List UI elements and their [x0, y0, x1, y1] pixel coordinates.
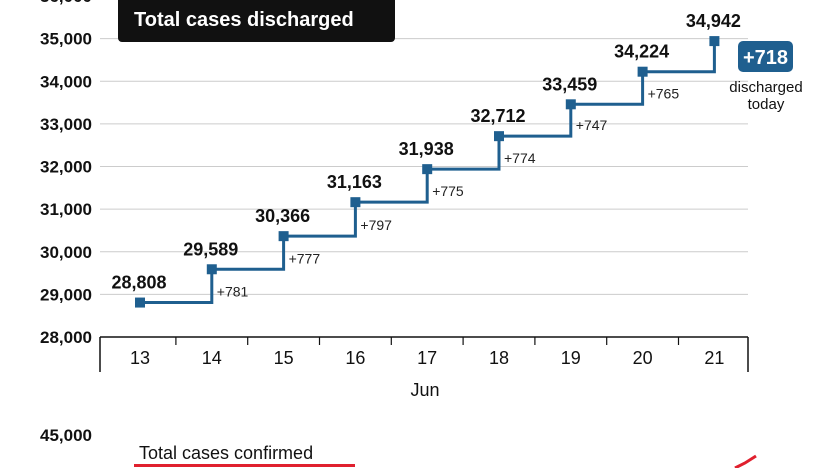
axes: 28,000 29,000 30,000 31,000 32,000 33,000 34,0… [40, 0, 749, 372]
data-label: 30,366 [255, 206, 310, 226]
today-caption-line1: discharged [729, 79, 802, 96]
data-point [206, 264, 217, 275]
y-tick-label: 28,000 [40, 328, 92, 347]
data-label: 29,589 [183, 239, 238, 259]
data-label: 34,942 [686, 11, 741, 31]
today-callout: +718 discharged today [729, 41, 803, 113]
x-tick-label: 14 [202, 348, 222, 368]
second-chart-preview: 45,000 Total cases confirmed [40, 426, 757, 470]
second-chart-title: Total cases confirmed [139, 443, 313, 463]
second-chart-title-underline [134, 464, 355, 467]
chart-title-box: Total cases discharged [118, 0, 395, 42]
chart-title: Total cases discharged [134, 9, 354, 31]
x-tick-label: 15 [274, 348, 294, 368]
y-tick-label: 29,000 [40, 285, 92, 304]
data-point [422, 164, 433, 175]
data-point [709, 36, 720, 47]
increment-label: +765 [648, 85, 680, 101]
data-point [350, 197, 361, 208]
y-tick-label: 30,000 [40, 243, 92, 262]
data-point [565, 99, 576, 110]
series-line [135, 36, 720, 308]
second-chart-ytick: 45,000 [40, 426, 92, 445]
today-badge-value: +718 [743, 47, 788, 69]
data-label: 33,459 [542, 74, 597, 94]
y-tick-label: 35,000 [40, 30, 92, 49]
second-chart-series-line [734, 454, 757, 470]
x-tick-label: 19 [561, 348, 581, 368]
data-label: 31,163 [327, 172, 382, 192]
increment-label: +747 [576, 117, 608, 133]
data-point [135, 297, 145, 308]
today-badge [738, 41, 793, 72]
y-tick-label: 34,000 [40, 72, 92, 91]
x-tick-label: 21 [704, 348, 724, 368]
y-tick-label: 32,000 [40, 158, 92, 177]
x-tick-label: 13 [130, 348, 150, 368]
data-label: 34,224 [614, 42, 669, 62]
x-axis-label: Jun [410, 380, 439, 400]
data-label: 31,938 [399, 139, 454, 159]
increment-label: +775 [432, 183, 464, 199]
increment-label: +777 [289, 250, 321, 266]
data-point [278, 231, 289, 242]
data-point [637, 66, 648, 77]
y-tick-label: 36,000 [40, 0, 92, 6]
data-point [494, 131, 504, 142]
increment-label: +797 [360, 217, 392, 233]
increment-label: +774 [504, 150, 536, 166]
data-label: 32,712 [470, 106, 525, 126]
today-caption-line2: today [748, 96, 785, 113]
data-labels: 28,808 29,589 +781 30,366 +777 31,163 +797 31,9… [111, 11, 740, 299]
x-tick-label: 18 [489, 348, 509, 368]
x-tick-label: 20 [633, 348, 653, 368]
x-tick-label: 17 [417, 348, 437, 368]
data-label: 28,808 [111, 273, 166, 293]
y-tick-label: 31,000 [40, 200, 92, 219]
x-tick-label: 16 [345, 348, 365, 368]
chart-title-background [118, 0, 395, 42]
y-tick-label: 33,000 [40, 115, 92, 134]
increment-label: +781 [217, 284, 249, 300]
